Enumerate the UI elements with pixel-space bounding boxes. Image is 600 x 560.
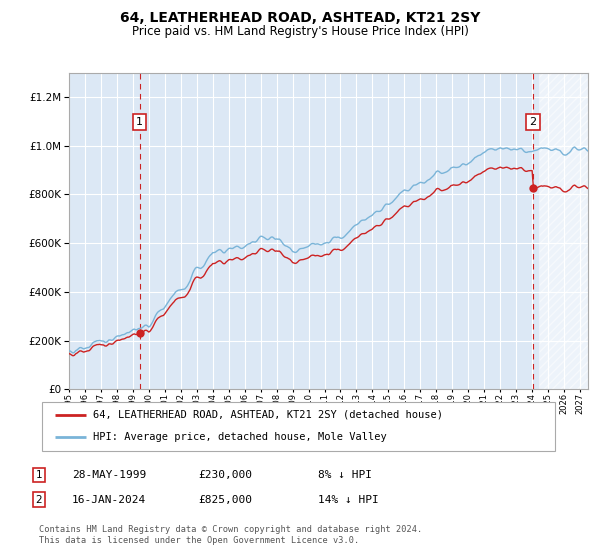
Text: 2: 2 bbox=[35, 494, 43, 505]
Text: Price paid vs. HM Land Registry's House Price Index (HPI): Price paid vs. HM Land Registry's House … bbox=[131, 25, 469, 38]
Text: 14% ↓ HPI: 14% ↓ HPI bbox=[318, 494, 379, 505]
Text: 1: 1 bbox=[136, 117, 143, 127]
Text: £825,000: £825,000 bbox=[198, 494, 252, 505]
Text: 16-JAN-2024: 16-JAN-2024 bbox=[72, 494, 146, 505]
Text: Contains HM Land Registry data © Crown copyright and database right 2024.
This d: Contains HM Land Registry data © Crown c… bbox=[39, 525, 422, 545]
FancyBboxPatch shape bbox=[42, 402, 555, 451]
Text: 64, LEATHERHEAD ROAD, ASHTEAD, KT21 2SY (detached house): 64, LEATHERHEAD ROAD, ASHTEAD, KT21 2SY … bbox=[94, 410, 443, 420]
Text: HPI: Average price, detached house, Mole Valley: HPI: Average price, detached house, Mole… bbox=[94, 432, 387, 442]
Text: 28-MAY-1999: 28-MAY-1999 bbox=[72, 470, 146, 480]
Text: 8% ↓ HPI: 8% ↓ HPI bbox=[318, 470, 372, 480]
Text: 1: 1 bbox=[35, 470, 43, 480]
Bar bbox=[539, 73, 588, 389]
Text: 64, LEATHERHEAD ROAD, ASHTEAD, KT21 2SY: 64, LEATHERHEAD ROAD, ASHTEAD, KT21 2SY bbox=[120, 11, 480, 25]
Text: £230,000: £230,000 bbox=[198, 470, 252, 480]
Text: 2: 2 bbox=[529, 117, 536, 127]
